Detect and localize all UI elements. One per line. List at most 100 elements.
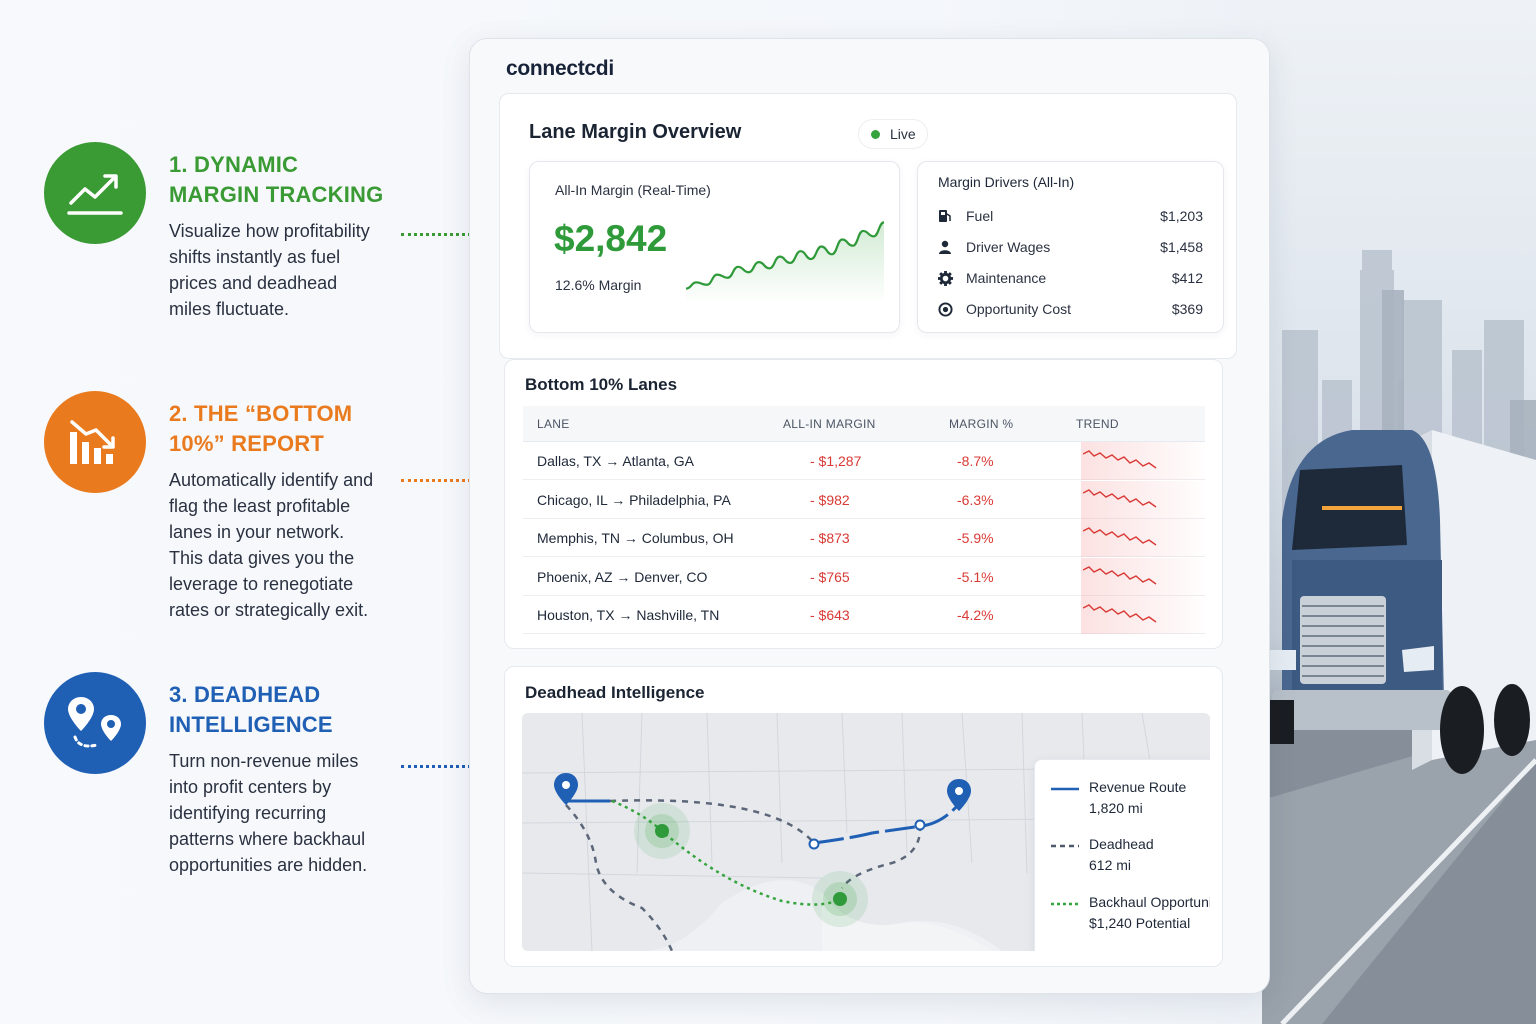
col-margin-pct[interactable]: MARGIN % bbox=[949, 417, 1014, 431]
feature-badge-blue bbox=[44, 672, 146, 774]
col-all-in-margin[interactable]: ALL-IN MARGIN bbox=[783, 417, 876, 431]
driver-value: $369 bbox=[1171, 301, 1203, 317]
truck-city-illustration bbox=[1262, 250, 1536, 1024]
driver-label: Opportunity Cost bbox=[966, 301, 1072, 317]
trend-cell bbox=[1081, 519, 1205, 558]
feature-description: Turn non-revenue miles into profit cente… bbox=[169, 751, 368, 875]
lane-margin-overview-panel: Lane Margin Overview Live All-In Margin … bbox=[499, 93, 1237, 359]
lane-margin-pct: -6.3% bbox=[957, 491, 994, 508]
driver-label: Fuel bbox=[966, 208, 994, 224]
lane-margin-pct: -5.1% bbox=[957, 568, 994, 585]
feature-description: Visualize how profitability shifts insta… bbox=[169, 221, 370, 319]
sparkline-area bbox=[686, 222, 884, 304]
lane-name: Memphis, TN → Columbus, OH bbox=[537, 530, 734, 547]
bottom-lanes-panel: Bottom 10% Lanes LANE ALL-IN MARGIN MARG… bbox=[504, 359, 1223, 649]
trend-sparkline bbox=[1083, 488, 1157, 508]
live-dot-icon bbox=[871, 129, 880, 139]
connector-green bbox=[401, 233, 501, 236]
table-row[interactable]: Chicago, IL → Philadelphia, PA - $982 -6.3… bbox=[523, 480, 1205, 519]
destination-pin-icon bbox=[947, 779, 971, 811]
feature-deadhead: 3. DEADHEAD INTELLIGENCE Turn non-revenu… bbox=[44, 672, 464, 882]
col-lane[interactable]: LANE bbox=[537, 417, 570, 431]
margin-sparkline bbox=[685, 221, 885, 304]
trend-cell bbox=[1081, 596, 1205, 635]
connector-blue bbox=[401, 765, 501, 768]
deadhead-title: Deadhead Intelligence bbox=[525, 683, 705, 702]
live-status-text: Live bbox=[890, 126, 916, 142]
dotted-line-icon bbox=[1051, 902, 1079, 906]
lane-margin: - $873 bbox=[810, 530, 850, 547]
gear-icon bbox=[938, 270, 953, 286]
driver-row-wages: Driver Wages $1,458 bbox=[938, 235, 1203, 259]
route-map[interactable]: Revenue Route 1,820 mi Deadhead 612 mi Bac… bbox=[522, 713, 1210, 951]
legend-value: 612 mi bbox=[1089, 857, 1132, 873]
legend-name: Revenue Route bbox=[1089, 779, 1187, 795]
trend-sparkline bbox=[1083, 565, 1157, 585]
deadhead-panel: Deadhead Intelligence bbox=[504, 666, 1223, 967]
target-icon bbox=[938, 301, 953, 317]
lane-name: Phoenix, AZ → Denver, CO bbox=[537, 568, 708, 585]
driver-row-opportunity: Opportunity Cost $369 bbox=[938, 297, 1203, 321]
dashboard-window: connectcdi Lane Margin Overview Live All… bbox=[469, 38, 1270, 994]
table-row[interactable]: Phoenix, AZ → Denver, CO - $765 -5.1% bbox=[523, 557, 1205, 596]
trend-cell bbox=[1081, 557, 1205, 596]
legend-value: $1,240 Potential bbox=[1089, 915, 1191, 931]
truck-photo bbox=[1262, 0, 1536, 1024]
trend-sparkline bbox=[1083, 527, 1157, 546]
driver-value: $412 bbox=[1171, 270, 1203, 286]
map-legend: Revenue Route 1,820 mi Deadhead 612 mi Bac… bbox=[1034, 759, 1210, 951]
bottom-lanes-title: Bottom 10% Lanes bbox=[525, 375, 678, 394]
feature-title: 1. DYNAMIC MARGIN TRACKING bbox=[169, 152, 384, 207]
driver-label: Driver Wages bbox=[966, 239, 1051, 255]
trend-cell bbox=[1081, 442, 1205, 480]
driver-label: Maintenance bbox=[966, 270, 1047, 286]
lane-name: Chicago, IL → Philadelphia, PA bbox=[537, 491, 731, 508]
person-icon bbox=[939, 240, 951, 254]
feature-title: 3. DEADHEAD INTELLIGENCE bbox=[169, 682, 333, 737]
dashed-line-icon bbox=[1051, 844, 1079, 848]
live-status-badge: Live bbox=[858, 119, 928, 149]
feature-title: 2. THE “BOTTOM 10%” REPORT bbox=[169, 401, 353, 456]
sparkline-line bbox=[685, 221, 885, 290]
margin-percent: 12.6% Margin bbox=[555, 277, 642, 293]
feature-margin-tracking: 1. DYNAMIC MARGIN TRACKING Visualize how… bbox=[44, 142, 464, 332]
origin-pin-icon bbox=[554, 773, 578, 805]
trend-sparkline bbox=[1083, 604, 1157, 623]
trend-sparkline bbox=[1083, 450, 1157, 469]
margin-label: All-In Margin (Real-Time) bbox=[555, 182, 711, 198]
lane-name: Dallas, TX → Atlanta, GA bbox=[537, 453, 694, 469]
lane-name: Houston, TX → Nashville, TN bbox=[537, 607, 720, 624]
lane-margin-pct: -8.7% bbox=[957, 453, 994, 469]
drivers-title: Margin Drivers (All-In) bbox=[938, 174, 1075, 190]
fuel-pump-icon bbox=[939, 210, 951, 222]
lane-margin-pct: -5.9% bbox=[957, 530, 994, 547]
feature-badge-orange bbox=[44, 391, 146, 493]
col-trend[interactable]: TREND bbox=[1076, 417, 1119, 431]
lane-margin-pct: -4.2% bbox=[957, 607, 994, 624]
app-logo: connectcdi bbox=[506, 57, 614, 80]
all-in-margin-card: All-In Margin (Real-Time) $2,842 12.6% M… bbox=[529, 161, 900, 333]
legend-name: Backhaul Opportunity bbox=[1089, 894, 1210, 910]
feature-badge-green bbox=[44, 142, 146, 244]
route-pins-icon bbox=[68, 697, 121, 748]
feature-bottom-report: 2. THE “BOTTOM 10%” REPORT Automatically… bbox=[44, 391, 464, 631]
lane-margin: - $643 bbox=[810, 607, 850, 624]
legend-value: 1,820 mi bbox=[1089, 800, 1143, 816]
feature-description: Automatically identify and flag the leas… bbox=[169, 470, 374, 620]
driver-row-fuel: Fuel $1,203 bbox=[938, 204, 1203, 228]
legend-name: Deadhead bbox=[1089, 836, 1154, 852]
driver-row-maintenance: Maintenance $412 bbox=[938, 266, 1203, 290]
overview-title: Lane Margin Overview bbox=[529, 121, 742, 143]
margin-value: $2,842 bbox=[554, 218, 668, 259]
table-row[interactable]: Houston, TX → Nashville, TN - $643 -4.2% bbox=[523, 596, 1205, 635]
table-row[interactable]: Memphis, TN → Columbus, OH - $873 -5.9% bbox=[523, 519, 1205, 558]
trend-cell bbox=[1081, 480, 1205, 519]
lanes-table-header: LANE ALL-IN MARGIN MARGIN % TREND bbox=[523, 406, 1205, 442]
driver-value: $1,458 bbox=[1160, 239, 1203, 255]
lane-margin: - $982 bbox=[810, 491, 850, 508]
solid-line-icon bbox=[1051, 787, 1079, 791]
connector-orange bbox=[401, 479, 501, 482]
table-row[interactable]: Dallas, TX → Atlanta, GA - $1,287 -8.7% bbox=[523, 442, 1205, 480]
driver-value: $1,203 bbox=[1160, 208, 1203, 224]
lane-margin: - $1,287 bbox=[810, 453, 862, 469]
